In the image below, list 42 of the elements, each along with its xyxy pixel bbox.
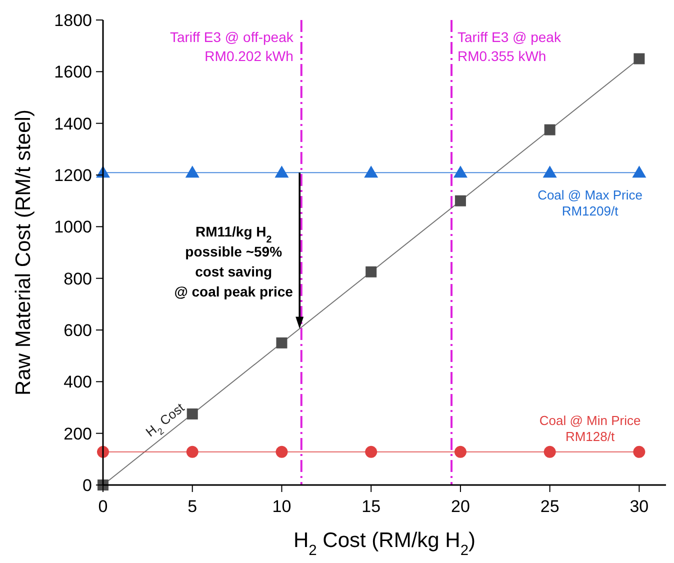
y-axis-title: Raw Material Cost (RM/t steel) — [12, 110, 35, 396]
point — [454, 195, 466, 206]
series-label: Coal @ Max Price RM1209/t — [538, 188, 643, 219]
y-tick-label: 0 — [82, 476, 92, 495]
ref-line-label: Tariff E3 @ off-peak RM0.202 kWh — [170, 29, 294, 64]
x-axis-title: H$_{2}$ Cost (RM/kg H$_{2}$) — [293, 529, 476, 559]
point — [632, 166, 646, 178]
x-tick-label: 0 — [98, 497, 108, 516]
y-tick-label: 1400 — [54, 114, 92, 134]
y-tick-label: 1200 — [54, 166, 92, 185]
x-tick-label: 5 — [188, 497, 198, 516]
y-tick-label: 800 — [64, 269, 92, 288]
y-tick-label: 1000 — [54, 218, 92, 237]
x-tick-label: 30 — [630, 497, 649, 516]
point — [366, 266, 377, 278]
point — [454, 446, 466, 458]
point — [453, 166, 468, 178]
y-tick-label: 1600 — [54, 62, 92, 82]
point — [274, 166, 289, 178]
point — [186, 408, 198, 420]
x-tick-label: 25 — [540, 497, 560, 516]
point — [276, 446, 288, 458]
point — [276, 337, 288, 348]
x-tick-label: 20 — [451, 497, 470, 516]
x-tick-label: 10 — [272, 497, 292, 516]
series-label: Coal @ Min Price RM128/t — [539, 412, 641, 444]
point — [364, 166, 378, 178]
ref-line-label: Tariff E3 @ peak RM0.355 kWh — [458, 29, 562, 64]
point — [544, 124, 556, 136]
annotation: RM11/kg H$_{2}$ possible ~59% cost saving @ coal peak price — [174, 224, 294, 300]
y-tick-label: 200 — [64, 424, 92, 444]
point — [633, 446, 646, 458]
point — [544, 446, 556, 458]
point — [634, 53, 645, 64]
y-tick-label: 400 — [64, 372, 92, 392]
y-tick-label: 1800 — [54, 11, 92, 30]
x-tick-label: 15 — [362, 497, 381, 516]
point — [185, 166, 200, 178]
y-tick-label: 600 — [64, 321, 92, 340]
point — [365, 446, 378, 458]
point — [186, 446, 198, 458]
point — [542, 166, 557, 178]
